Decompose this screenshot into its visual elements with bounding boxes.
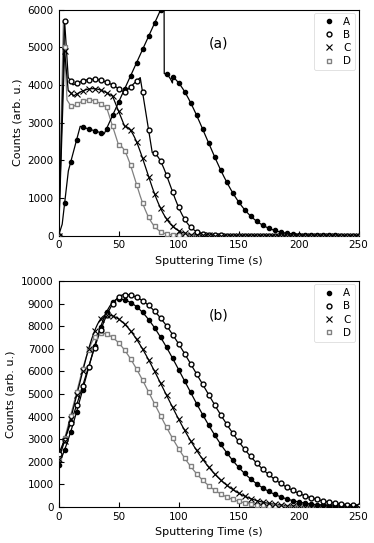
D [260,502,265,509]
D [350,232,355,239]
A [350,232,355,239]
B [128,292,133,299]
B [62,17,67,24]
X-axis label: Sputtering Time (s): Sputtering Time (s) [155,256,263,266]
Legend: A, B, C, D: A, B, C, D [314,12,355,71]
Y-axis label: Counts (arb. u.): Counts (arb. u.) [6,350,16,438]
A [116,296,121,302]
D [56,232,61,239]
D [356,232,361,239]
B [356,232,361,239]
B [152,150,157,157]
C [128,127,133,134]
A [152,20,157,27]
Line: C: C [56,312,361,510]
B [122,292,127,298]
Text: (b): (b) [209,308,229,323]
D [56,454,61,461]
D [98,330,103,336]
A [56,462,61,468]
C [260,499,265,506]
A [356,232,361,239]
A [158,334,163,340]
C [56,232,61,239]
B [56,451,61,457]
C [56,456,61,463]
C [278,232,283,239]
D [350,504,355,510]
C [356,504,361,510]
B [152,308,157,314]
C [158,205,163,212]
Line: A: A [56,297,361,509]
C [278,502,283,508]
Line: D: D [56,331,361,509]
A [260,484,265,491]
B [350,502,355,508]
D [158,413,163,419]
A [278,494,283,500]
D [356,504,361,510]
Line: A: A [56,8,361,238]
Y-axis label: Counts (arb. u.): Counts (arb. u.) [12,79,22,166]
Legend: A, B, C, D: A, B, C, D [314,284,355,342]
B [260,232,265,239]
A [146,33,151,40]
D [152,401,157,407]
D [152,223,157,230]
A [122,86,127,92]
D [62,44,67,50]
Line: B: B [56,18,361,238]
C [62,48,67,54]
C [260,232,265,239]
X-axis label: Sputtering Time (s): Sputtering Time (s) [155,527,263,538]
B [356,502,361,509]
C [128,327,133,334]
A [152,325,157,331]
D [128,356,133,362]
A [356,503,361,510]
Line: B: B [56,292,361,508]
C [350,232,355,239]
A [350,503,355,510]
B [350,232,355,239]
Line: D: D [56,45,361,238]
D [128,162,133,169]
C [158,380,163,387]
B [158,315,163,321]
Line: C: C [56,48,361,238]
B [260,466,265,472]
B [158,158,163,165]
B [56,232,61,239]
C [104,312,109,318]
B [278,232,283,239]
A [128,299,133,306]
C [356,232,361,239]
C [152,368,157,375]
C [152,191,157,197]
D [278,503,283,510]
D [260,232,265,239]
D [278,232,283,239]
A [260,222,265,229]
A [278,229,283,235]
D [158,228,163,235]
Text: (a): (a) [209,37,228,51]
B [128,84,133,90]
C [350,504,355,510]
A [56,232,61,239]
B [278,480,283,487]
A [158,7,163,13]
